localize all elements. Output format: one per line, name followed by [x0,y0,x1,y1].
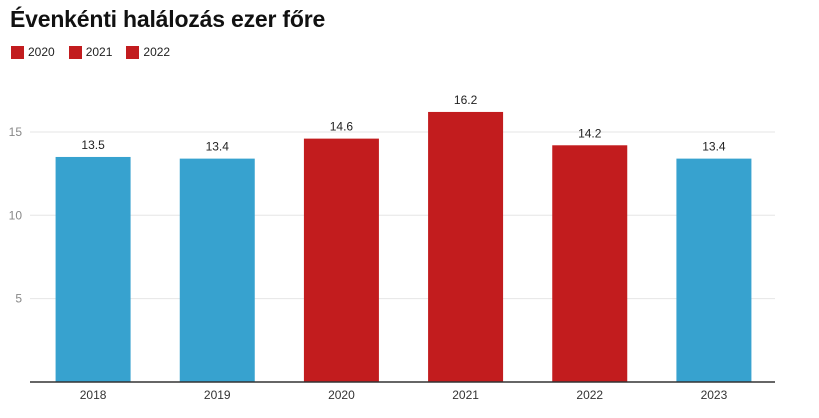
data-label: 16.2 [454,93,478,107]
y-tick-label: 5 [15,292,22,306]
legend-item-2022: 2022 [126,45,170,59]
data-label: 13.5 [81,138,105,152]
legend-item-2021: 2021 [68,45,113,59]
data-label: 14.6 [330,120,354,134]
data-label: 13.4 [702,140,726,154]
x-tick-label: 2018 [80,388,107,402]
x-tick-label: 2019 [204,388,231,402]
chart-title: Évenkénti halálozás ezer főre [10,6,326,32]
legend-label: 2021 [85,45,113,59]
bar-2023 [676,158,752,382]
bar-2020 [303,138,379,382]
legend-swatch [126,45,140,59]
x-tick-label: 2021 [452,388,479,402]
legend-item-2020: 2020 [11,45,55,59]
y-tick-label: 15 [9,125,23,139]
bar-2018 [55,156,131,382]
bar-2022 [552,145,628,382]
legend-label: 2020 [28,45,55,59]
bar-2019 [179,158,255,382]
data-label: 14.2 [578,126,602,140]
legend-swatch [68,45,82,59]
y-tick-label: 10 [9,208,23,222]
legend: 2020 2021 2022 [11,45,170,59]
legend-label: 2022 [143,45,171,59]
x-tick-label: 2023 [701,388,728,402]
bar-2021 [428,111,504,383]
x-tick-label: 2022 [576,388,603,402]
legend-swatch [11,45,24,59]
x-tick-label: 2020 [328,388,355,402]
data-label: 13.4 [206,140,230,154]
